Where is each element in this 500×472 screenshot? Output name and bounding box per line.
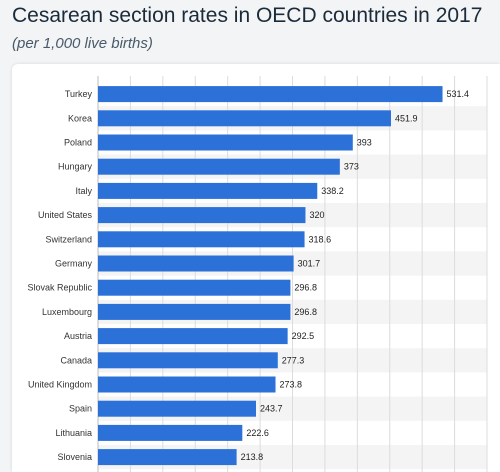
category-label: Italy bbox=[75, 186, 92, 196]
bar bbox=[98, 231, 305, 248]
bar bbox=[98, 182, 318, 199]
bar bbox=[98, 424, 243, 441]
bar bbox=[98, 158, 340, 175]
value-label: 277.3 bbox=[282, 355, 305, 365]
category-label: Austria bbox=[64, 331, 92, 341]
bar-chart: Turkey 531.4 Korea 451.9 Poland 393 Hungary 373… bbox=[27, 76, 488, 472]
chart-title: Cesarean section rates in OECD countries… bbox=[12, 4, 483, 27]
category-label: Canada bbox=[60, 355, 92, 365]
category-label: Spain bbox=[69, 404, 92, 414]
value-label: 320 bbox=[309, 210, 324, 220]
bar bbox=[98, 449, 237, 466]
bar bbox=[98, 279, 291, 296]
bar bbox=[98, 400, 256, 417]
value-label: 301.7 bbox=[298, 259, 321, 269]
value-label: 273.8 bbox=[280, 380, 303, 390]
chart-panel: Turkey 531.4 Korea 451.9 Poland 393 Hungary 373… bbox=[12, 64, 500, 472]
value-label: 531.4 bbox=[447, 89, 470, 99]
bar bbox=[98, 207, 306, 224]
category-label: Turkey bbox=[65, 89, 93, 99]
value-label: 318.6 bbox=[309, 234, 332, 244]
value-label: 373 bbox=[344, 162, 359, 172]
value-label: 292.5 bbox=[292, 331, 315, 341]
value-label: 393 bbox=[357, 138, 372, 148]
bar bbox=[98, 352, 278, 369]
bar bbox=[98, 303, 291, 320]
value-label: 338.2 bbox=[321, 186, 344, 196]
category-label: Korea bbox=[68, 113, 92, 123]
category-label: Poland bbox=[64, 138, 92, 148]
category-label: Germany bbox=[55, 259, 93, 269]
category-label: Hungary bbox=[58, 162, 93, 172]
value-label: 222.6 bbox=[246, 428, 269, 438]
category-label: Slovenia bbox=[57, 452, 92, 462]
bar bbox=[98, 134, 353, 151]
bar bbox=[98, 328, 288, 345]
category-label: Slovak Republic bbox=[27, 283, 92, 293]
chart-subtitle: (per 1,000 live births) bbox=[12, 35, 153, 52]
bar bbox=[98, 110, 391, 127]
category-label: United States bbox=[38, 210, 93, 220]
value-label: 296.8 bbox=[294, 307, 317, 317]
category-label: Switzerland bbox=[45, 234, 92, 244]
value-label: 451.9 bbox=[395, 113, 418, 123]
value-label: 243.7 bbox=[260, 404, 283, 414]
category-label: United Kingdom bbox=[28, 380, 92, 390]
bar bbox=[98, 255, 294, 272]
value-label: 213.8 bbox=[241, 452, 264, 462]
category-label: Luxembourg bbox=[42, 307, 92, 317]
bar bbox=[98, 86, 443, 103]
value-label: 296.8 bbox=[294, 283, 317, 293]
category-label: Lithuania bbox=[55, 428, 92, 438]
bar bbox=[98, 376, 276, 393]
